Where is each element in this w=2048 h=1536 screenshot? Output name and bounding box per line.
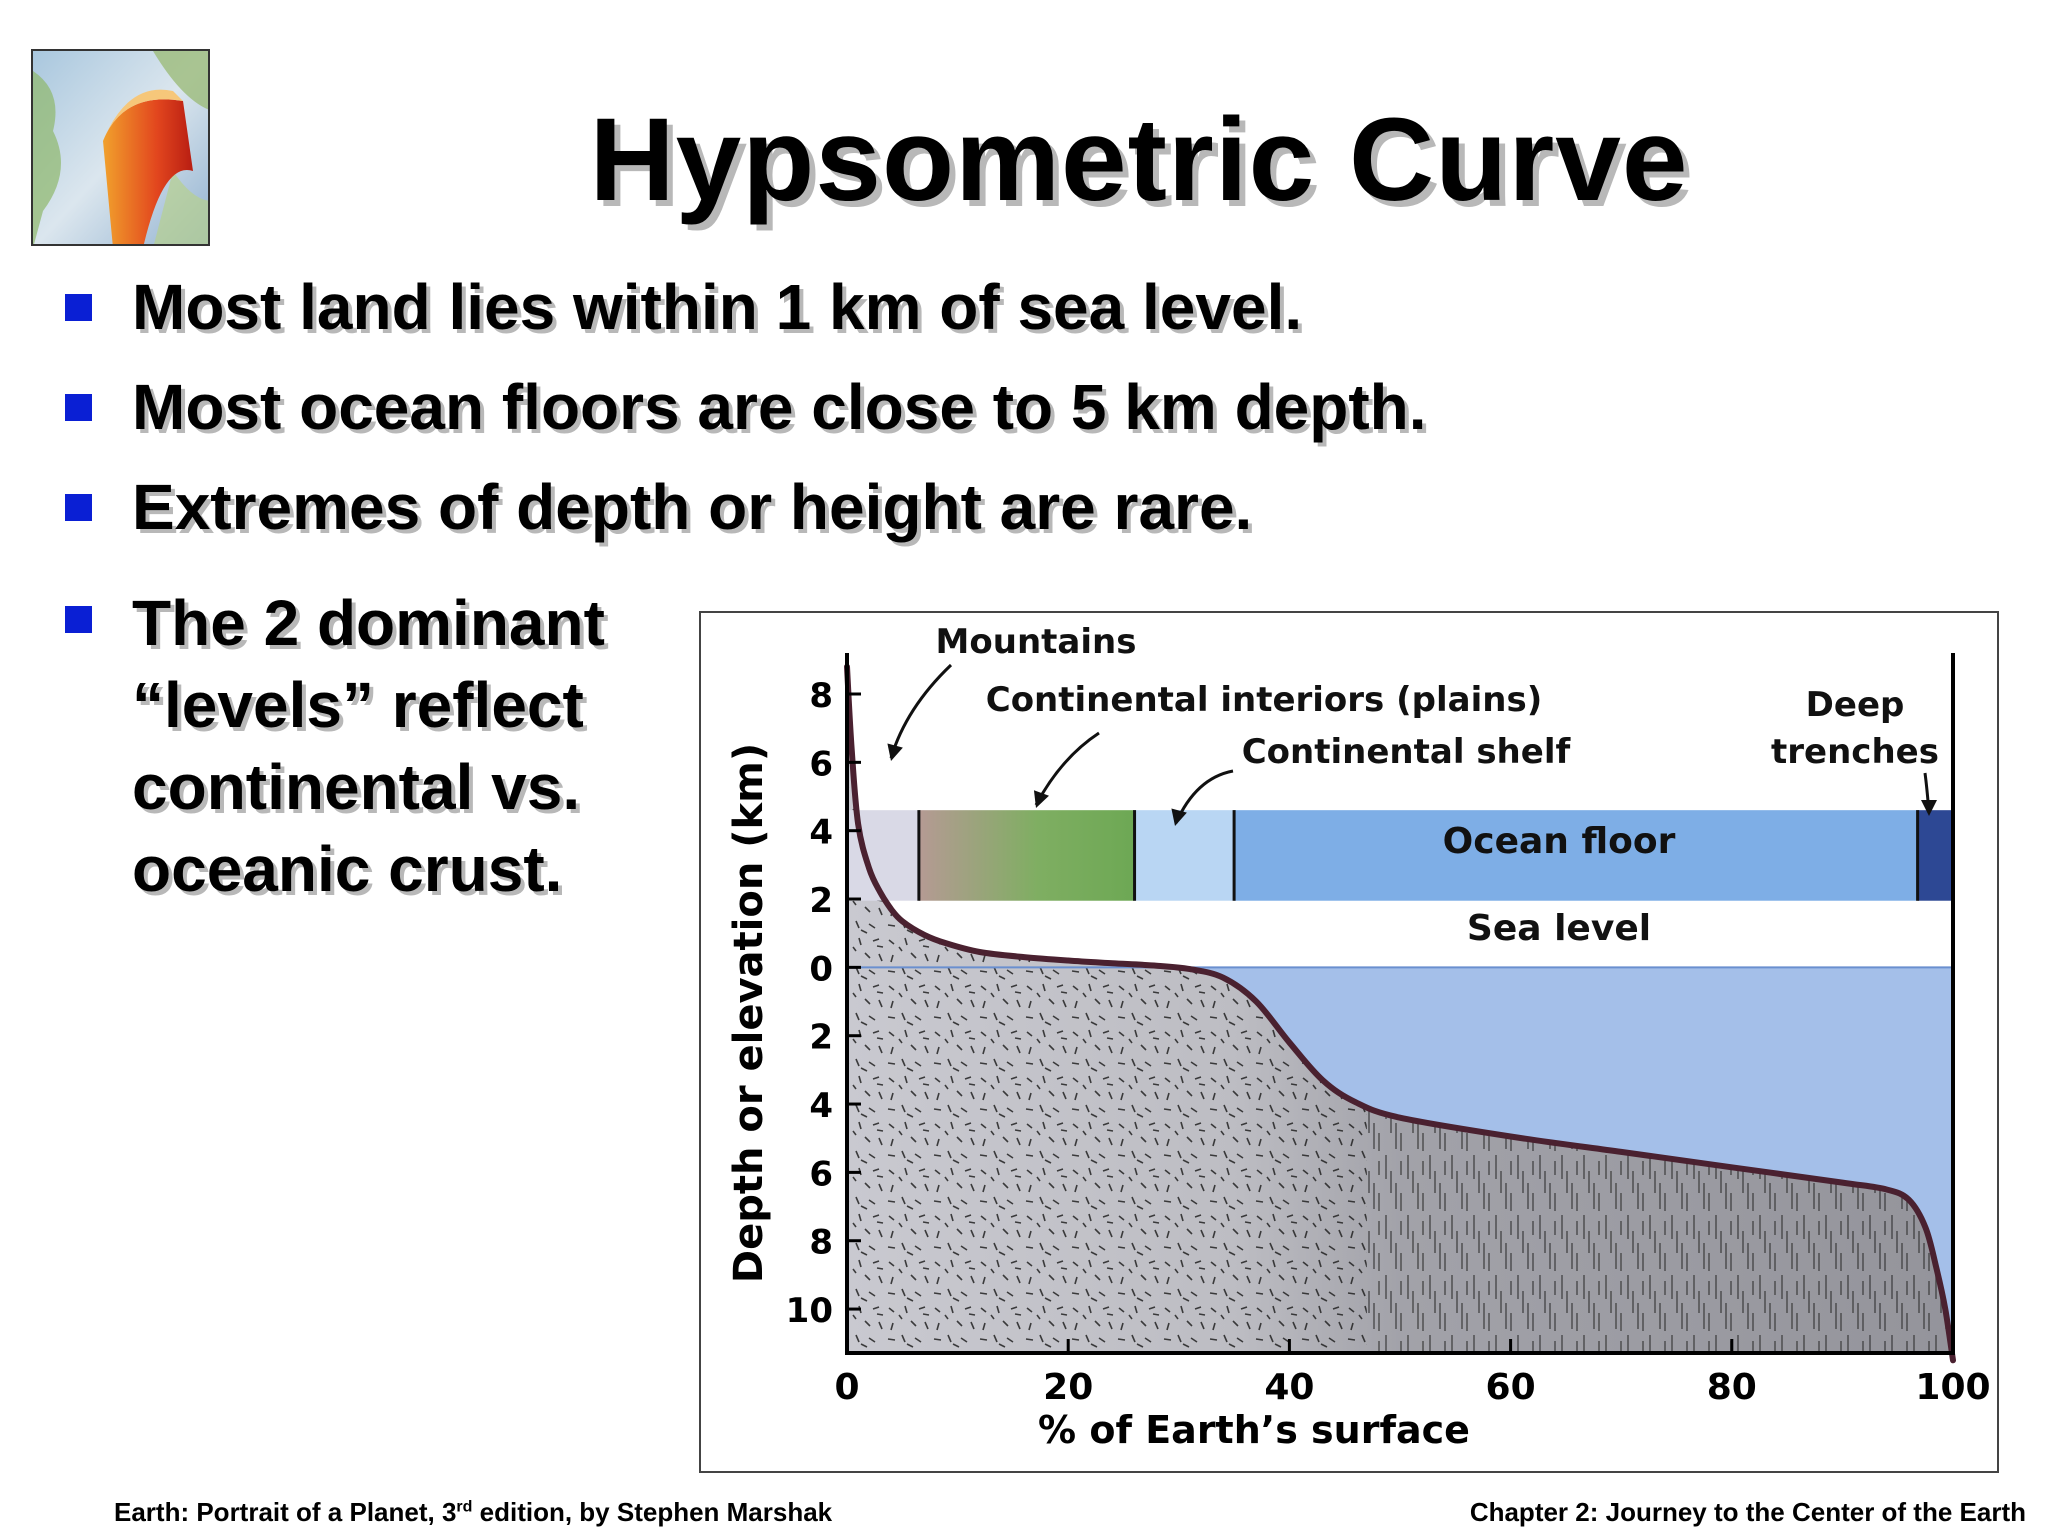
annotation-continental-interiors: Continental interiors (plains) — [986, 680, 1542, 720]
category-band — [1134, 810, 1235, 901]
category-band — [1234, 810, 1918, 901]
book-logo — [31, 49, 210, 246]
category-band — [918, 810, 1135, 901]
y-tick-label: 6 — [809, 1154, 833, 1194]
bullet-square-icon — [65, 606, 92, 633]
arrow-mountains-head — [887, 743, 903, 761]
x-tick-label: 0 — [834, 1367, 859, 1408]
oceanic-crust-texture — [1366, 1107, 1953, 1361]
hypsometric-curve — [844, 663, 1956, 1364]
x-tick-label: 60 — [1486, 1367, 1536, 1408]
annotation-trenches-label: trenches — [1771, 732, 1939, 772]
arrow-continental-interiors — [1034, 731, 1100, 806]
arrow-mountains — [889, 663, 953, 759]
x-tick-label: 20 — [1043, 1367, 1093, 1408]
arrow-deep-trenches-head — [1921, 800, 1937, 816]
annotation-ocean-floor: Ocean floor — [1443, 821, 1676, 862]
annotation-continental-shelf: Continental shelf — [1242, 732, 1572, 772]
annotation-mountains: Mountains — [936, 622, 1137, 662]
x-tick-label: 40 — [1264, 1367, 1314, 1408]
arrow-continental-interiors-head — [1033, 790, 1049, 808]
y-tick-label: 2 — [809, 881, 833, 921]
y-tick-label: 0 — [809, 949, 833, 989]
footer-source: Earth: Portrait of a Planet, 3rd edition… — [114, 1497, 833, 1527]
y-tick-label: 8 — [809, 676, 833, 716]
y-tick-label: 10 — [786, 1291, 833, 1331]
y-axis-label: Depth or elevation (km) — [726, 743, 772, 1283]
chart-frame: 8 6 4 2 0 2 4 6 8 10 0 20 40 60 80 100% of Earth’s surf… — [699, 611, 1999, 1473]
page-title: Hypsometric Curve — [589, 94, 1689, 226]
y-tick-label: 4 — [809, 1086, 833, 1126]
x-tick-label: 100 — [1915, 1367, 1990, 1408]
y-tick-label: 8 — [809, 1223, 833, 1263]
bullet-square-icon — [65, 394, 92, 421]
bullet-square-icon — [65, 294, 92, 321]
annotation-deep-label: Deep — [1806, 685, 1905, 725]
arrow-continental-shelf-head — [1171, 808, 1187, 826]
category-band — [1917, 810, 1953, 901]
x-tick-label: 80 — [1707, 1367, 1757, 1408]
y-tick-label: 6 — [809, 744, 833, 784]
x-axis-label: % of Earth’s surface — [1038, 1408, 1470, 1452]
y-tick-label: 2 — [809, 1018, 833, 1058]
continental-crust-texture — [847, 666, 1367, 1353]
y-tick-label: 4 — [809, 813, 833, 853]
bullet-square-icon — [65, 494, 92, 521]
footer-chapter: Chapter 2: Journey to the Center of the … — [1469, 1497, 2026, 1527]
annotation-sea-level: Sea level — [1467, 908, 1651, 949]
